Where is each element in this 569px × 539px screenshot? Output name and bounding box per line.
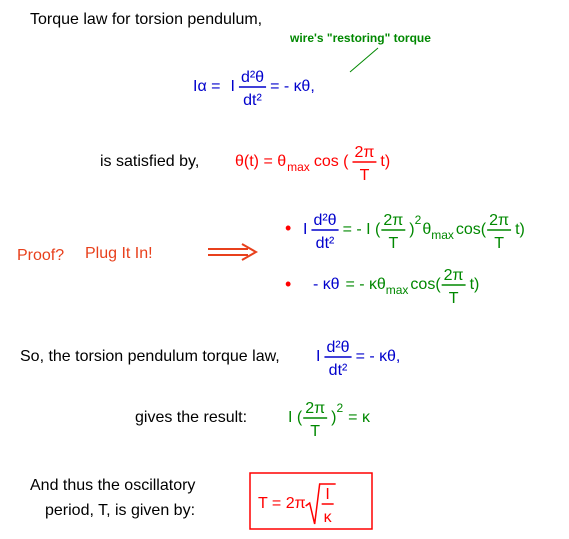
equation-text: d²θ — [241, 69, 264, 86]
equation-text: = - I ( — [343, 221, 381, 238]
equation-text: dt² — [329, 362, 348, 379]
arrow — [208, 243, 259, 261]
equation-text: 2π — [383, 212, 403, 229]
equation-text: d²θ — [313, 212, 336, 229]
equation-text: κ — [324, 509, 333, 526]
equation-text: dt² — [243, 92, 262, 109]
result-label: gives the result: — [135, 409, 247, 426]
equation-text: t) — [515, 221, 525, 238]
intro-text: Torque law for torsion pendulum, — [30, 11, 262, 28]
equation-text: 2π — [444, 267, 464, 284]
equation-text: max — [431, 228, 454, 242]
radical — [305, 483, 336, 525]
period-line1: And thus the oscillatory — [30, 477, 195, 494]
equation-text: I — [325, 486, 329, 503]
equation-text: θ(t) = θ — [235, 153, 286, 170]
equation-text: 2π — [489, 212, 509, 229]
equation-text: 2 — [415, 213, 422, 227]
equation-text: t) — [380, 153, 390, 170]
so-label: So, the torsion pendulum torque law, — [20, 348, 280, 365]
equation-text: I — [316, 348, 320, 365]
equation-text: I — [303, 221, 307, 238]
equation-text: T — [388, 235, 398, 252]
equation-text: I ( — [288, 409, 303, 426]
equation-text: = κ — [348, 409, 371, 426]
equation-text: 2 — [336, 401, 343, 415]
equation-text: d²θ — [326, 339, 349, 356]
equation-text: 2π — [305, 400, 325, 417]
annotation-pointer — [349, 47, 379, 73]
equation-text: 2π — [354, 144, 374, 161]
result-box — [249, 472, 373, 530]
equation-text: I — [230, 78, 234, 95]
equation-text: cos( — [410, 276, 441, 293]
equation-text: = - κθ, — [356, 348, 401, 365]
equation-text: ) — [409, 221, 414, 238]
equation-text: T — [360, 167, 370, 184]
equation-text: = - κθ, — [270, 78, 315, 95]
equation-text: cos( — [456, 221, 487, 238]
equation-text: t) — [470, 276, 480, 293]
equation-text: = - κθ — [345, 276, 385, 293]
equation-text: ) — [331, 409, 336, 426]
equation-text: T — [494, 235, 504, 252]
bullet: • — [285, 274, 291, 294]
period-line2: period, T, is given by: — [45, 502, 195, 519]
equation-text: θ — [422, 221, 431, 238]
equation-text: Iα = — [193, 78, 220, 95]
equation-text: T = 2π — [258, 495, 306, 512]
satisfied-label: is satisfied by, — [100, 153, 199, 170]
equation-text: - κθ — [313, 276, 340, 293]
annotation: wire's "restoring" torque — [289, 31, 431, 45]
bullet: • — [285, 218, 291, 238]
equation-text: dt² — [316, 235, 335, 252]
equation-text: max — [287, 160, 310, 174]
proof-text: Proof? — [17, 247, 64, 264]
equation-text: cos ( — [314, 153, 349, 170]
plug-text: Plug It In! — [85, 245, 153, 262]
equation-text: T — [310, 423, 320, 440]
equation-text: max — [386, 283, 409, 297]
equation-text: T — [449, 290, 459, 307]
